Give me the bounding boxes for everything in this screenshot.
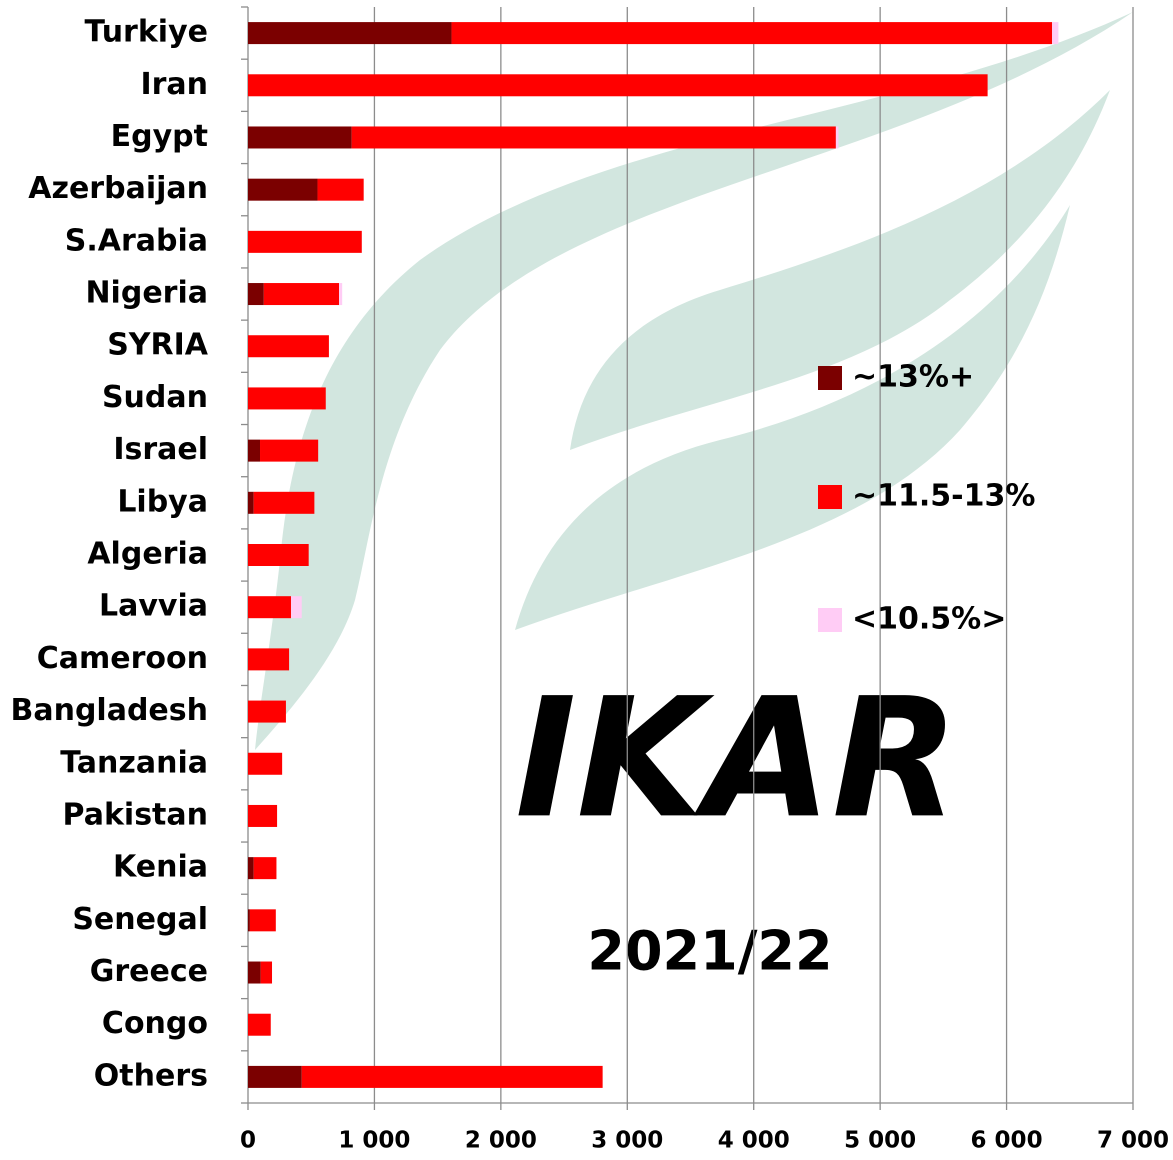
y-tick-label: Senegal [72,902,208,937]
y-tick-label: Azerbaijan [28,171,208,206]
bar-segment [248,179,318,201]
y-tick-label: SYRIA [107,328,209,363]
bar-segment [248,544,309,566]
bar-segment [248,335,329,357]
legend-swatch [818,608,842,632]
bar-segment [261,962,272,984]
x-tick-label: 2 000 [465,1128,537,1154]
bar-segment [291,596,302,618]
y-tick-label: Sudan [102,380,208,415]
bar-segment [248,492,254,514]
bar-segment [248,387,326,409]
y-tick-label: Egypt [111,119,208,154]
annotation: 2021/22 [587,920,832,983]
bar-segment [248,648,289,670]
bar-segment [248,962,261,984]
bar-segment [248,74,988,96]
bar-segment [248,753,282,775]
legend-label: ~13%+ [852,360,974,395]
bar-segment [260,440,318,462]
x-tick-label: 4 000 [718,1128,790,1154]
bar-segment [248,283,264,305]
bar-segment [302,1066,603,1088]
bar-segment [248,1066,302,1088]
x-tick-label: 1 000 [338,1128,410,1154]
y-tick-label: Lavvia [99,589,208,624]
y-tick-label: Greece [90,954,208,989]
legend-swatch [818,485,842,509]
legend-label: ~11.5-13% [852,479,1035,514]
chart: IKAR 2021/22 0 1 000 2 000 3 000 4 000 5 000 6… [0,0,1173,1160]
bar-segment [248,1014,271,1036]
y-tick-label: Iran [140,67,208,102]
page: IKAR 2021/22 0 1 000 2 000 3 000 4 000 5 000 6… [0,0,1173,1160]
bar-segment [836,126,839,148]
bar-segment [318,179,364,201]
bar-segment [248,701,286,723]
y-tick-label: Algeria [87,537,208,572]
legend-label: <10.5%> [852,602,1006,637]
bar-segment [254,492,315,514]
y-tick-label: Bangladesh [10,693,208,728]
bar-segment [339,283,342,305]
bar-segment [248,909,250,931]
bar-segment [452,22,1053,44]
x-tick-label: 0 [240,1128,256,1154]
bar-segment [248,440,260,462]
bar-segment [248,857,254,879]
y-tick-label: Tanzania [60,745,208,780]
y-tick-label: Turkiye [85,15,208,50]
bar-segment [248,126,352,148]
x-tick-label: 6 000 [971,1128,1043,1154]
y-tick-label: Congo [102,1006,208,1041]
x-tick-label: 3 000 [591,1128,663,1154]
bar-segment [248,805,277,827]
watermark-text: IKAR [515,662,959,854]
bar-segment [248,596,291,618]
bar-segment [248,231,362,253]
y-tick-label: Others [94,1058,208,1093]
x-tick-label: 7 000 [1097,1128,1169,1154]
legend-swatch [818,366,842,390]
bar-segment [264,283,339,305]
bar-segment [352,126,836,148]
x-tick-label: 5 000 [844,1128,916,1154]
y-tick-label: S.Arabia [65,223,208,258]
y-tick-label: Pakistan [63,797,208,832]
y-tick-label: Libya [117,484,208,519]
bar-segment [248,22,452,44]
y-tick-label: Nigeria [85,276,208,311]
y-tick-label: Cameroon [37,641,208,676]
y-tick-label: Kenia [113,850,208,885]
bar-segment [1052,22,1058,44]
bar-segment [254,857,277,879]
bar-segment [250,909,276,931]
y-tick-label: Israel [113,432,208,467]
